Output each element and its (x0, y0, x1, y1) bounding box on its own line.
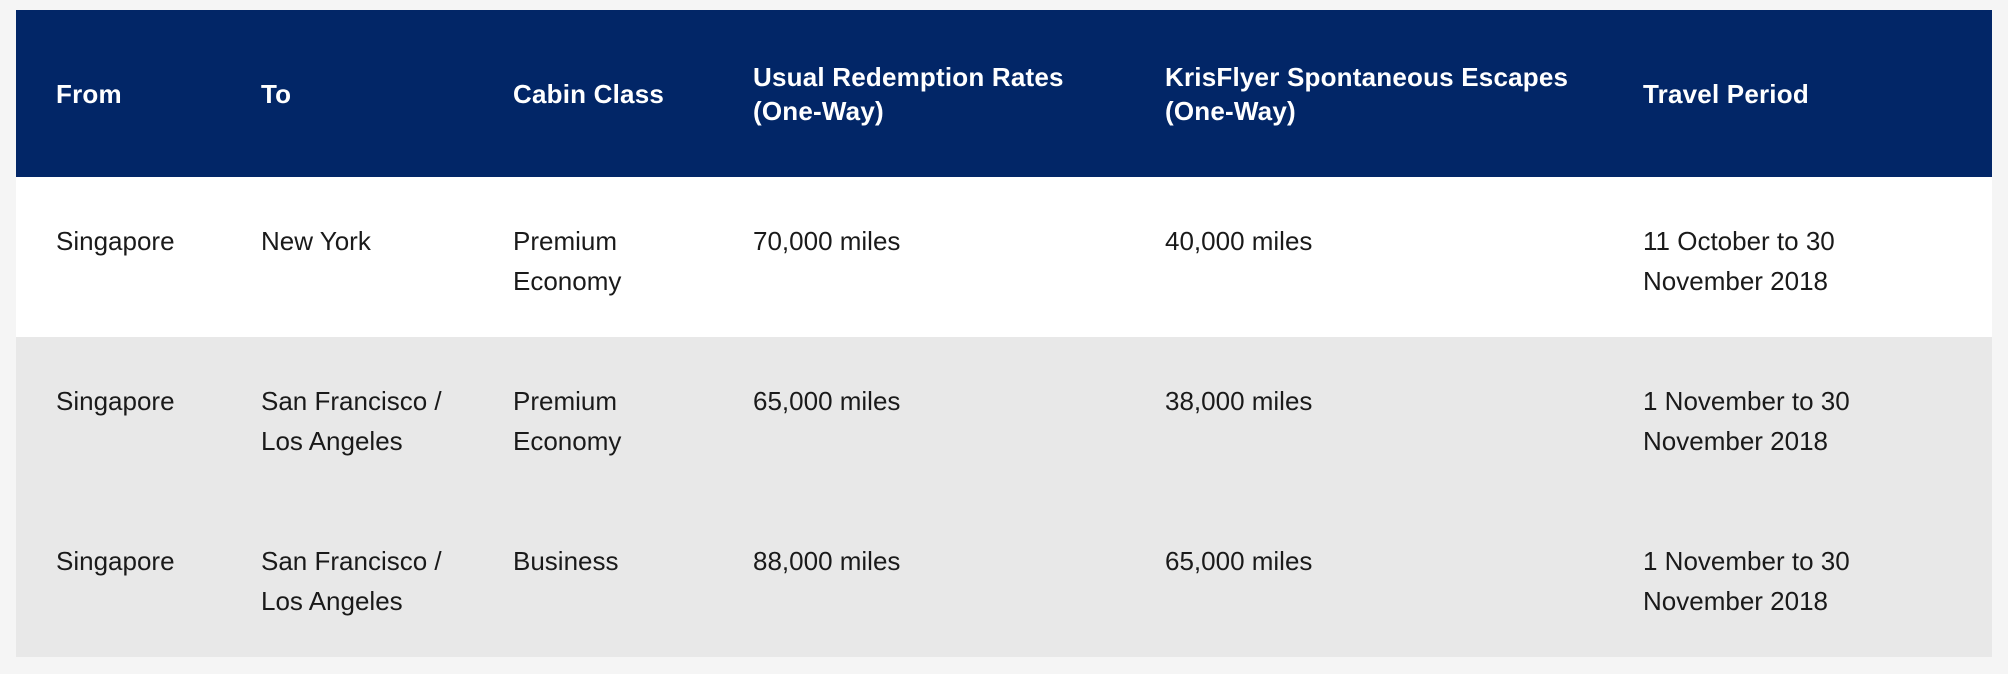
cell-usual-rate: 88,000 miles (753, 546, 901, 576)
redemption-table: From To Cabin Class Usual Redemption Rat… (16, 10, 1992, 657)
cell-travel-period: 1 November to 30 November 2018 (1603, 337, 1992, 497)
cell-from: Singapore (56, 546, 175, 576)
header-from: From (56, 78, 122, 109)
cell-spontaneous-rate: 65,000 miles (1165, 546, 1313, 576)
cell-spontaneous-rate: 40,000 miles (1165, 226, 1313, 256)
cell-to-text: San Francisco / Los Angeles (261, 546, 442, 616)
header-row: From To Cabin Class Usual Redemption Rat… (16, 10, 1992, 177)
header-cabin-class: Cabin Class (513, 78, 665, 109)
cell-to: San Francisco / Los Angeles (221, 497, 473, 657)
cell-travel-period-text: 11 October to 30 November 2018 (1643, 226, 1835, 296)
header-spontaneous-escapes: KrisFlyer Spontaneous Escapes (One-Way) (1125, 10, 1603, 177)
header-to: To (261, 78, 292, 109)
cell-to: San Francisco / Los Angeles (221, 337, 473, 497)
cell-travel-period-text: 1 November to 30 November 2018 (1643, 546, 1850, 616)
header-usual-redemption-rates: Usual Redemption Rates (One-Way) (713, 10, 1125, 177)
table-row: Singapore San Francisco / Los Angeles Bu… (16, 497, 1992, 657)
cell-spontaneous-rate: 38,000 miles (1165, 386, 1313, 416)
cell-cabin-class: Premium Economy (473, 177, 713, 337)
cell-from: Singapore (56, 386, 175, 416)
cell-to-text: San Francisco / Los Angeles (261, 386, 442, 456)
redemption-table-container: From To Cabin Class Usual Redemption Rat… (16, 10, 1992, 657)
cell-to: New York (261, 226, 371, 256)
table-row: Singapore New York Premium Economy 70,00… (16, 177, 1992, 337)
table-header: From To Cabin Class Usual Redemption Rat… (16, 10, 1992, 177)
cell-travel-period: 11 October to 30 November 2018 (1603, 177, 1992, 337)
header-travel-period: Travel Period (1643, 78, 1809, 109)
table-row: Singapore San Francisco / Los Angeles Pr… (16, 337, 1992, 497)
cell-travel-period: 1 November to 30 November 2018 (1603, 497, 1992, 657)
cell-cabin-class: Business (513, 546, 619, 576)
cell-cabin-class-text: Premium Economy (513, 386, 622, 456)
cell-travel-period-text: 1 November to 30 November 2018 (1643, 386, 1850, 456)
cell-cabin-class: Premium Economy (473, 337, 713, 497)
header-spontaneous-escapes-label: KrisFlyer Spontaneous Escapes (One-Way) (1165, 61, 1569, 126)
table-body: Singapore New York Premium Economy 70,00… (16, 177, 1992, 657)
cell-cabin-class-text: Premium Economy (513, 226, 622, 296)
cell-usual-rate: 70,000 miles (753, 226, 901, 256)
header-usual-redemption-rates-label: Usual Redemption Rates (One-Way) (753, 61, 1064, 126)
cell-from: Singapore (56, 226, 175, 256)
cell-usual-rate: 65,000 miles (753, 386, 901, 416)
